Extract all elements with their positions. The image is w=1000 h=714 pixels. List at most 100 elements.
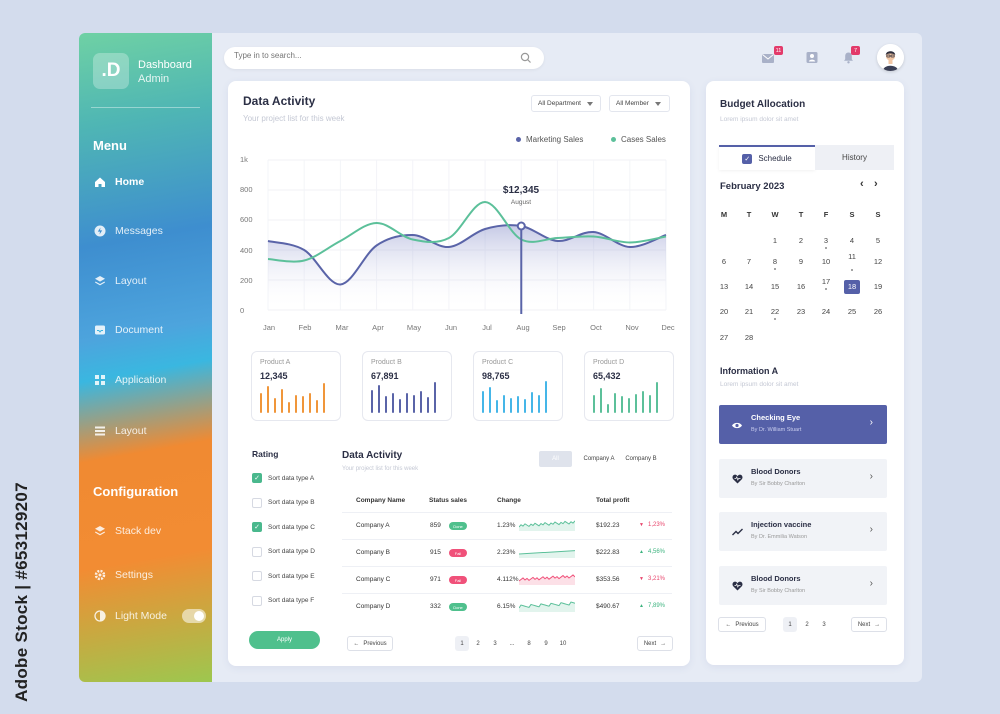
sidebar-item-settings[interactable]: Settings [93, 568, 203, 581]
sidebar-item-layout-2[interactable]: Layout [93, 424, 203, 437]
segment-company-b[interactable]: Company B [625, 456, 657, 462]
page-number[interactable]: 2 [476, 640, 480, 647]
sidebar-item-layout[interactable]: Layout [93, 274, 203, 287]
calendar-day[interactable]: 17 [821, 277, 831, 286]
calendar-day[interactable]: 24 [821, 307, 831, 316]
rating-option[interactable]: Sort data type B [252, 497, 315, 508]
calendar-day[interactable]: 1 [772, 236, 778, 245]
search-bar[interactable] [224, 47, 544, 69]
sidebar-item-document[interactable]: Document [93, 323, 203, 336]
checkbox[interactable]: ✓ [252, 522, 262, 532]
bolt-icon [93, 224, 106, 237]
page-number[interactable]: 2 [805, 621, 809, 628]
sidebar-item-stack-dev[interactable]: Stack dev [93, 524, 203, 537]
checkbox[interactable] [252, 546, 262, 557]
page-number[interactable]: ... [509, 640, 515, 647]
info-previous-button[interactable]: ← Previous [718, 617, 766, 632]
info-item[interactable]: Blood Donors By Sir Bobby Charlton › [719, 565, 887, 605]
checkbox[interactable] [252, 595, 262, 606]
calendar-day[interactable]: 6 [721, 257, 727, 266]
chevron-left-icon[interactable]: ‹ [860, 178, 864, 190]
checkbox[interactable] [252, 497, 262, 508]
previous-button[interactable]: ← Previous [347, 636, 393, 651]
tab-history[interactable]: History [815, 145, 894, 170]
rating-option[interactable]: Sort data type E [252, 571, 315, 581]
calendar-day[interactable]: 28 [744, 333, 754, 342]
checkbox[interactable]: ✓ [252, 473, 262, 483]
search-input[interactable] [234, 51, 514, 60]
calendar-day[interactable]: 9 [798, 257, 804, 266]
segment-company-a[interactable]: Company A [583, 456, 615, 462]
cell-profit: $192.23 [596, 522, 620, 529]
sidebar-item-home[interactable]: Home [93, 175, 203, 188]
app-logo[interactable]: .D [93, 53, 129, 89]
page-number[interactable]: 10 [559, 640, 567, 647]
page-number[interactable]: 8 [527, 640, 531, 647]
column-header[interactable]: Company Name [356, 497, 406, 504]
apply-button[interactable]: Apply [249, 631, 320, 649]
calendar-day[interactable]: 7 [746, 257, 752, 266]
department-filter-value: All Department [538, 100, 581, 107]
product-card-b[interactable]: Product B 67,891 [362, 351, 452, 421]
avatar[interactable] [877, 44, 904, 71]
search-icon[interactable] [520, 51, 532, 63]
rating-option[interactable]: ✓ Sort data type A [252, 473, 314, 483]
calendar-day[interactable]: 14 [744, 282, 754, 291]
page-number[interactable]: 3 [493, 640, 497, 647]
calendar-day[interactable]: 11 [848, 252, 856, 261]
calendar-day[interactable]: 20 [719, 307, 729, 316]
notifications-button[interactable]: 7 [842, 46, 860, 65]
calendar-day[interactable]: 18 [844, 280, 860, 294]
calendar-day[interactable]: 10 [821, 257, 831, 266]
x-tick: Dec [661, 323, 675, 332]
calendar-day[interactable]: 19 [873, 282, 883, 291]
calendar-day[interactable]: 23 [796, 307, 806, 316]
tab-schedule[interactable]: ✓ Schedule [719, 145, 815, 170]
rating-option[interactable]: ✓ Sort data type C [252, 522, 315, 532]
department-filter[interactable]: All Department [531, 95, 601, 112]
spark-bar [295, 394, 297, 413]
info-item[interactable]: Blood Donors By Sir Bobby Charlton › [719, 458, 887, 498]
calendar-day[interactable]: 26 [873, 307, 883, 316]
segment-all[interactable]: All [539, 451, 572, 467]
calendar-day[interactable]: 5 [875, 236, 881, 245]
rating-option[interactable]: Sort data type D [252, 546, 315, 557]
contacts-button[interactable] [805, 51, 821, 65]
calendar-day[interactable]: 21 [744, 307, 754, 316]
calendar-day[interactable]: 27 [719, 333, 729, 342]
calendar-day[interactable]: 16 [796, 282, 806, 291]
page-number[interactable]: 1 [783, 617, 797, 632]
page-number[interactable]: 3 [822, 621, 826, 628]
light-mode-toggle[interactable] [182, 609, 206, 623]
rating-option[interactable]: Sort data type F [252, 595, 314, 606]
chevron-right-icon[interactable]: › [874, 178, 878, 190]
page-number[interactable]: 9 [544, 640, 548, 647]
sidebar-item-application[interactable]: Application [93, 373, 203, 386]
product-card-d[interactable]: Product D 65,432 [584, 351, 674, 421]
column-header[interactable]: Change [497, 497, 521, 504]
product-card-a[interactable]: Product A 12,345 [251, 351, 341, 421]
calendar-day[interactable]: 3 [823, 236, 829, 245]
info-item[interactable]: Checking Eye By Dr. William Stuart › [719, 405, 887, 444]
product-card-c[interactable]: Product C 98,765 [473, 351, 563, 421]
calendar-day[interactable]: 2 [798, 236, 804, 245]
spark-bar [323, 383, 325, 413]
calendar-day[interactable]: 8 [772, 257, 778, 266]
next-button[interactable]: Next → [637, 636, 673, 651]
mail-button[interactable]: 11 [761, 46, 783, 65]
column-header[interactable]: Total profit [596, 497, 630, 504]
calendar-day[interactable]: 4 [849, 236, 855, 245]
info-next-button[interactable]: Next → [851, 617, 887, 632]
calendar-day[interactable]: 12 [873, 257, 883, 266]
column-header[interactable]: Status sales [429, 497, 467, 504]
member-filter[interactable]: All Member [609, 95, 670, 112]
sidebar-item-messages[interactable]: Messages [93, 224, 203, 237]
checkbox[interactable] [252, 571, 262, 581]
highlight-point[interactable] [516, 221, 526, 231]
info-item[interactable]: Injection vaccine By Dr. Emmilia Watson › [719, 512, 887, 551]
calendar-day[interactable]: 22 [770, 307, 780, 316]
calendar-day[interactable]: 13 [719, 282, 729, 291]
calendar-day[interactable]: 15 [770, 282, 780, 291]
page-number[interactable]: 1 [455, 636, 469, 651]
calendar-day[interactable]: 25 [847, 307, 857, 316]
